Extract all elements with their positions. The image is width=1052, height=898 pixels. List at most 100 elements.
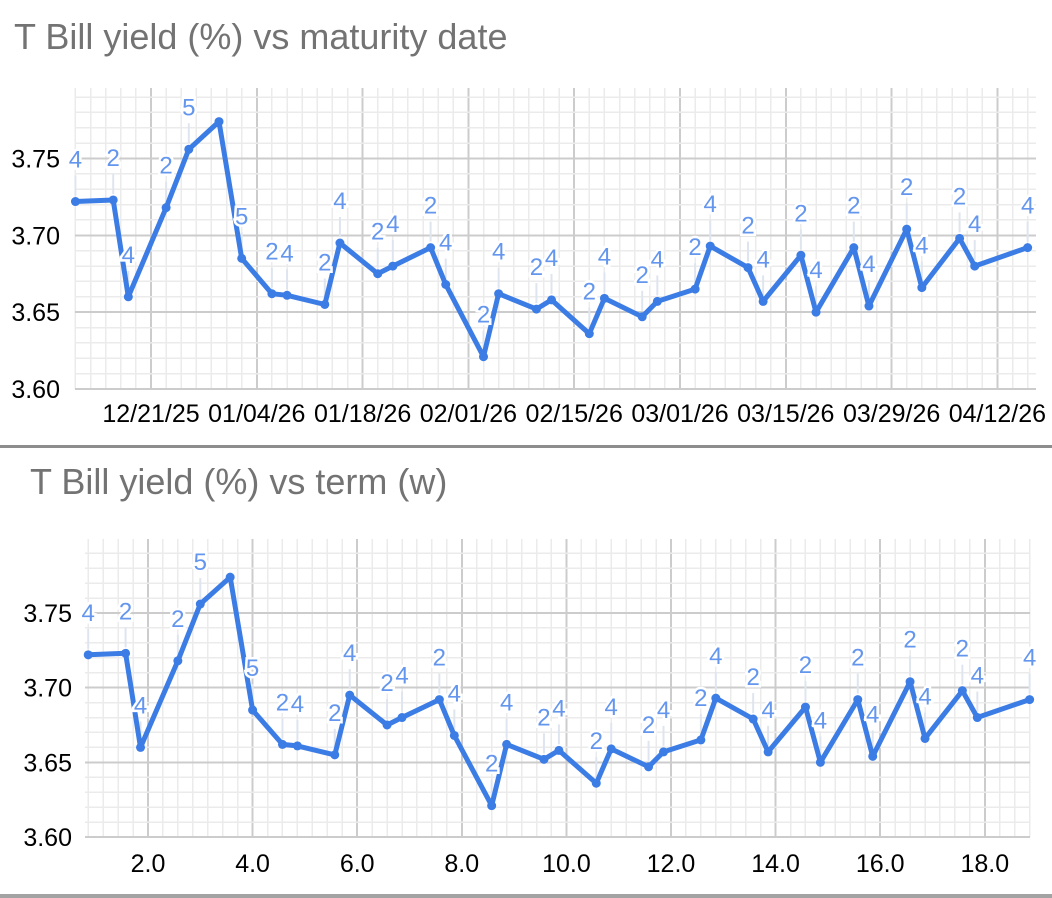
data-point-label: 2 <box>318 249 331 276</box>
data-point-label: 2 <box>583 279 596 306</box>
data-point-label: 2 <box>953 183 966 210</box>
data-point-label: 2 <box>276 689 289 716</box>
data-point-marker <box>644 762 654 772</box>
data-point-marker <box>811 307 821 317</box>
data-point-marker <box>970 261 980 271</box>
data-point-marker <box>345 690 355 700</box>
data-point-label: 2 <box>328 700 341 727</box>
data-point-label: 2 <box>688 234 701 261</box>
data-point-marker <box>434 695 444 705</box>
data-point-label: 2 <box>746 664 759 691</box>
data-point-label: 2 <box>900 174 913 201</box>
x-tick-label: 02/01/26 <box>420 400 517 428</box>
data-point-label: 4 <box>756 246 769 273</box>
x-tick-label: 10.0 <box>542 850 591 878</box>
data-point-marker <box>214 117 224 127</box>
data-point-label: 2 <box>794 200 807 227</box>
data-point-label: 4 <box>968 211 981 238</box>
data-point-marker <box>864 301 874 311</box>
data-point-marker <box>70 197 80 207</box>
x-tick-label: 02/15/26 <box>526 400 623 428</box>
data-point-marker <box>320 299 330 309</box>
data-point-label: 4 <box>866 701 879 728</box>
x-tick-label: 01/04/26 <box>208 400 305 428</box>
chart2-border-top <box>0 445 1052 448</box>
data-point-marker <box>748 714 758 724</box>
data-point-label: 2 <box>694 685 707 712</box>
data-point-marker <box>1025 695 1035 705</box>
data-point-label: 2 <box>741 213 754 240</box>
data-point-marker <box>905 677 915 687</box>
data-point-label: 2 <box>636 262 649 289</box>
data-point-label: 5 <box>246 655 259 682</box>
data-point-marker <box>449 730 459 740</box>
data-point-label: 2 <box>799 652 812 679</box>
x-tick-label: 16.0 <box>856 850 905 878</box>
data-point-marker <box>397 713 407 723</box>
data-point-label: 4 <box>395 663 408 690</box>
data-point-marker <box>382 720 392 730</box>
data-point-label: 2 <box>159 153 172 180</box>
x-tick-label: 03/29/26 <box>843 400 940 428</box>
data-point-label: 4 <box>971 663 984 690</box>
data-point-label: 4 <box>918 683 931 710</box>
data-point-label: 5 <box>235 203 248 230</box>
data-point-marker <box>917 283 927 293</box>
data-point-marker <box>330 750 340 760</box>
data-point-marker <box>637 312 647 322</box>
data-point-marker <box>606 744 616 754</box>
data-point-label: 4 <box>809 257 822 284</box>
data-point-label: 4 <box>500 689 513 716</box>
data-point-marker <box>502 739 512 749</box>
data-point-marker <box>277 739 287 749</box>
x-tick-label: 6.0 <box>340 850 375 878</box>
data-point-label: 4 <box>291 691 304 718</box>
data-point-label: 2 <box>851 645 864 672</box>
y-tick-label: 3.75 <box>23 600 72 628</box>
data-point-label: 4 <box>280 240 293 267</box>
data-point-marker <box>136 742 146 752</box>
data-point-label: 4 <box>605 694 618 721</box>
data-point-marker <box>173 656 183 666</box>
data-point-label: 4 <box>862 251 875 278</box>
data-point-marker <box>554 745 564 755</box>
data-point-label: 2 <box>530 254 543 281</box>
data-point-label: 4 <box>598 243 611 270</box>
data-point-marker <box>800 702 810 712</box>
data-point-label: 4 <box>761 697 774 724</box>
data-point-marker <box>763 747 773 757</box>
data-point-marker <box>539 754 549 764</box>
data-point-marker <box>83 650 93 660</box>
data-point-marker <box>121 648 131 658</box>
data-point-label: 2 <box>537 704 550 731</box>
data-point-marker <box>920 733 930 743</box>
data-point-marker <box>815 757 825 767</box>
data-point-marker <box>161 203 171 213</box>
data-point-marker <box>547 295 557 305</box>
y-tick-label: 3.70 <box>11 222 60 250</box>
data-point-label: 4 <box>657 697 670 724</box>
data-point-marker <box>494 289 504 299</box>
data-point-label: 2 <box>477 302 490 329</box>
series-line <box>72 119 1031 360</box>
data-point-label: 4 <box>134 692 147 719</box>
data-point-marker <box>902 224 912 234</box>
data-point-marker <box>652 296 662 306</box>
x-tick-label: 03/15/26 <box>737 400 834 428</box>
data-point-label: 2 <box>424 193 437 220</box>
series-line <box>85 574 1033 809</box>
data-point-label: 4 <box>122 242 135 269</box>
data-point-marker <box>591 778 601 788</box>
y-tick-label: 3.75 <box>11 145 60 173</box>
x-tick-label: 12.0 <box>647 850 696 878</box>
data-point-label: 4 <box>1023 645 1036 672</box>
data-point-marker <box>335 238 345 248</box>
data-point-label: 4 <box>651 246 664 273</box>
data-point-label: 4 <box>386 211 399 238</box>
x-tick-label: 4.0 <box>235 850 270 878</box>
data-point-marker <box>225 572 235 582</box>
